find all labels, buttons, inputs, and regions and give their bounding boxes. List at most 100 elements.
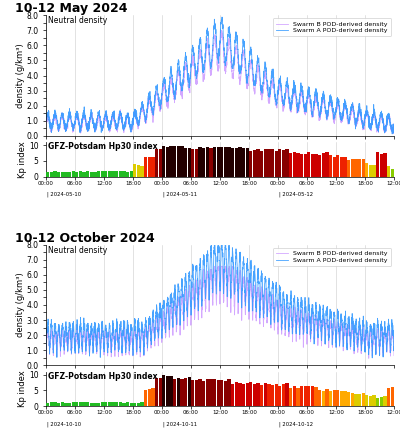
Bar	[180, 379, 184, 406]
Swarm A POD-derived density	[264, 71, 269, 76]
Bar	[278, 386, 282, 406]
Bar	[162, 375, 166, 406]
Bar	[57, 172, 60, 177]
Bar	[304, 154, 307, 177]
Bar	[293, 386, 296, 406]
Bar	[365, 163, 368, 177]
Bar	[289, 153, 292, 177]
Bar	[380, 154, 383, 177]
Bar	[130, 403, 133, 406]
Bar	[64, 403, 68, 406]
Text: Neutral density: Neutral density	[48, 16, 107, 25]
Text: | 2024-10-12: | 2024-10-12	[279, 421, 314, 427]
Swarm B POD-derived density	[286, 334, 291, 340]
Bar	[93, 403, 97, 406]
Swarm B POD-derived density	[44, 356, 48, 361]
Bar	[82, 402, 86, 406]
Bar	[126, 172, 129, 177]
Bar	[311, 386, 314, 406]
Bar	[260, 150, 263, 177]
Bar	[376, 398, 379, 406]
Swarm A POD-derived density	[209, 242, 214, 247]
Bar	[249, 151, 252, 177]
Bar	[231, 384, 234, 406]
Swarm B POD-derived density	[154, 316, 159, 321]
Swarm B POD-derived density	[305, 99, 310, 104]
Swarm B POD-derived density	[264, 83, 269, 88]
Legend: Swarm B POD-derived density, Swarm A POD-derived density: Swarm B POD-derived density, Swarm A POD…	[273, 248, 391, 266]
Bar	[50, 402, 53, 406]
Text: | 2024-05-12: | 2024-05-12	[279, 192, 314, 197]
Bar	[304, 386, 307, 406]
Bar	[285, 383, 289, 406]
Bar	[104, 171, 108, 177]
Swarm B POD-derived density	[331, 117, 336, 122]
Swarm A POD-derived density	[392, 344, 396, 349]
Bar	[238, 383, 242, 406]
Bar	[90, 172, 93, 177]
Bar	[151, 157, 155, 177]
Bar	[216, 380, 220, 406]
Bar	[133, 165, 136, 177]
Bar	[362, 393, 365, 406]
Bar	[57, 403, 60, 406]
Bar	[358, 159, 361, 177]
Bar	[347, 392, 350, 406]
Text: Neutral density: Neutral density	[48, 246, 107, 255]
Bar	[90, 403, 93, 406]
Bar	[289, 388, 292, 406]
Bar	[53, 171, 57, 177]
Bar	[111, 171, 115, 177]
Bar	[351, 393, 354, 406]
Bar	[111, 403, 115, 406]
Bar	[115, 402, 118, 406]
Line: Swarm A POD-derived density: Swarm A POD-derived density	[46, 245, 394, 358]
Bar	[140, 165, 144, 177]
Bar	[271, 384, 274, 406]
Bar	[274, 384, 278, 406]
Bar	[220, 380, 224, 406]
Text: | 2024-10-10: | 2024-10-10	[47, 421, 82, 427]
Bar	[246, 383, 249, 406]
Bar	[314, 388, 318, 406]
Bar	[198, 147, 202, 177]
Bar	[354, 394, 358, 406]
Bar	[256, 149, 260, 177]
Bar	[177, 378, 180, 406]
Bar	[61, 172, 64, 177]
Bar	[130, 171, 133, 177]
Bar	[213, 378, 216, 406]
Bar	[260, 385, 263, 406]
Swarm A POD-derived density	[44, 114, 48, 120]
Bar	[75, 402, 78, 406]
Bar	[173, 379, 176, 406]
Bar	[293, 152, 296, 177]
Bar	[72, 402, 75, 406]
Swarm B POD-derived density	[154, 91, 159, 96]
Bar	[369, 165, 372, 177]
Bar	[358, 394, 361, 406]
Swarm A POD-derived density	[286, 329, 291, 334]
Bar	[144, 390, 147, 406]
Swarm B POD-derived density	[366, 356, 371, 361]
Swarm B POD-derived density	[264, 309, 269, 314]
Bar	[151, 388, 155, 406]
Swarm B POD-derived density	[44, 121, 48, 126]
Bar	[100, 402, 104, 406]
Text: GFZ-Potsdam Hp30 index: GFZ-Potsdam Hp30 index	[48, 372, 157, 381]
Bar	[206, 379, 209, 406]
Bar	[198, 379, 202, 406]
Bar	[158, 149, 162, 177]
Swarm B POD-derived density	[286, 333, 291, 338]
Bar	[133, 403, 136, 406]
Bar	[119, 172, 122, 177]
Bar	[296, 388, 300, 406]
Bar	[343, 391, 347, 406]
Bar	[224, 381, 227, 406]
Bar	[365, 395, 368, 406]
Bar	[75, 172, 78, 177]
Bar	[169, 376, 173, 406]
Bar	[329, 391, 332, 406]
Bar	[97, 172, 100, 177]
Bar	[213, 147, 216, 177]
